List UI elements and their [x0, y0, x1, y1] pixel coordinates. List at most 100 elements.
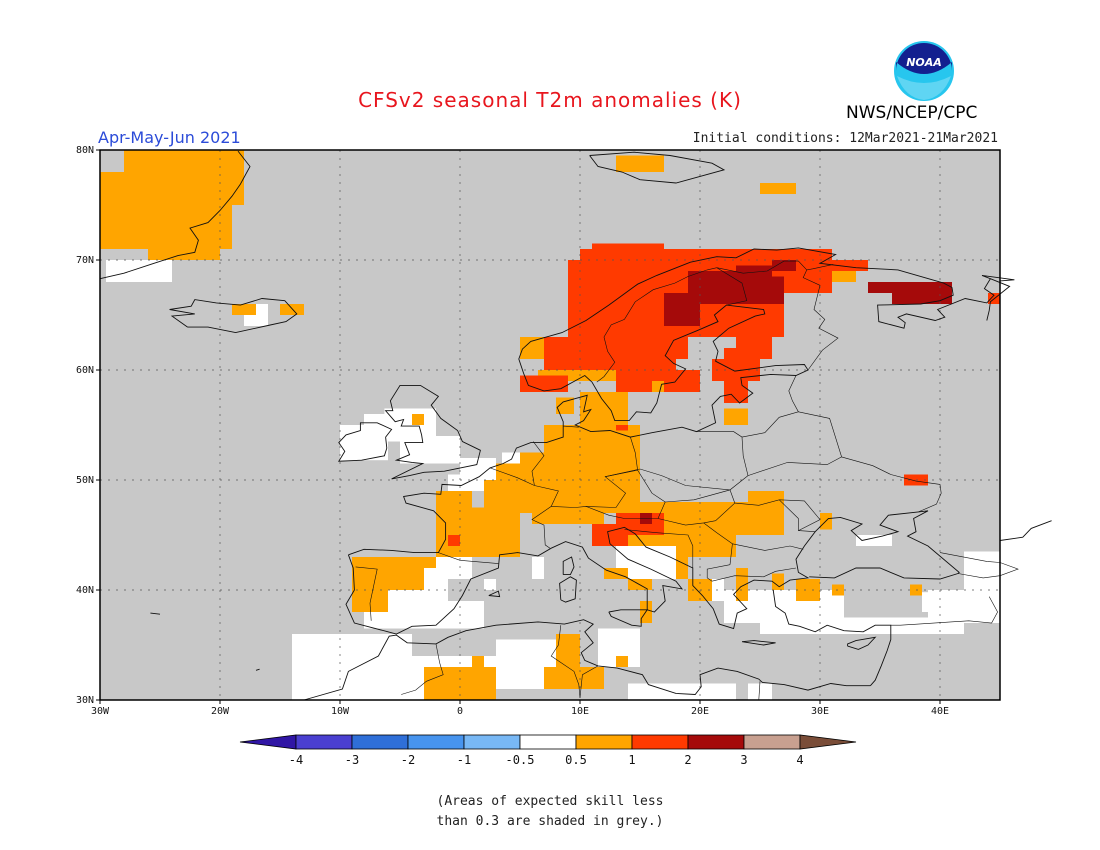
- map-frame: [99, 149, 1001, 701]
- anomaly-cell-white: [340, 425, 388, 461]
- anomaly-cell-orange: [748, 491, 784, 535]
- coastline-anatolia: [772, 589, 892, 686]
- y-tick-label: 60N: [76, 365, 94, 376]
- anomaly-cell-white: [364, 414, 394, 425]
- colorbar-high-arrow: [799, 734, 857, 750]
- country-border: [841, 456, 942, 513]
- colorbar-swatch: [575, 734, 633, 750]
- anomaly-cell-orange: [436, 491, 472, 535]
- anomaly-cell-orange: [544, 425, 640, 469]
- colorbar-swatch: [351, 734, 409, 750]
- anomaly-cell-red: [736, 331, 772, 359]
- coastline-iceland: [169, 298, 298, 334]
- anomaly-cell-red: [724, 348, 736, 370]
- colorbar-label: 1: [628, 753, 635, 767]
- coastline-sicily: [608, 609, 649, 627]
- anomaly-cell-white: [616, 546, 676, 568]
- country-border: [747, 411, 842, 476]
- anomaly-cell-orange: [616, 155, 664, 172]
- map-cells: [100, 150, 1000, 700]
- colorbar-label: -4: [289, 753, 303, 767]
- country-border: [802, 269, 839, 371]
- country-border: [779, 499, 821, 531]
- country-border: [716, 260, 834, 274]
- map-grid: [100, 150, 1000, 700]
- anomaly-cell-red: [616, 425, 628, 431]
- colorbar-swatch: [519, 734, 577, 750]
- coastline-caspian: [999, 520, 1052, 541]
- anomaly-cell-white: [448, 601, 484, 629]
- anomaly-cell-orange: [724, 408, 748, 425]
- colorbar-label: 3: [740, 753, 747, 767]
- y-tick-label: 50N: [76, 475, 94, 486]
- map-ticks: 30W 20W 10W 0 10E 20E 30E 40E 30N 40N 50N 60N 70N 80N: [76, 145, 949, 717]
- country-border: [531, 441, 545, 486]
- anomaly-cell-orange: [280, 304, 304, 315]
- country-border: [716, 267, 748, 306]
- colorbar-swatch: [687, 734, 745, 750]
- anomaly-cell-orange: [520, 337, 544, 359]
- anomaly-cell-white: [928, 590, 1000, 623]
- coastline-corsica: [562, 556, 575, 576]
- anomaly-cell-orange: [412, 557, 436, 568]
- anomaly-cell-orange: [124, 150, 244, 205]
- colorbar-low-arrow: [239, 734, 297, 750]
- x-tick-label: 20E: [691, 706, 709, 717]
- coastlines: [99, 150, 1052, 701]
- anomaly-cell-white: [460, 458, 496, 480]
- anomaly-cell-orange: [772, 573, 784, 590]
- y-tick-label: 30N: [76, 695, 94, 706]
- coastline-svalbard: [589, 151, 726, 184]
- colorbar: -4 -3 -2 -1 -0.5 0.5 1 2 3 4: [239, 734, 857, 767]
- colorbar-label: 2: [684, 753, 691, 767]
- x-tick-label: 10W: [331, 706, 350, 717]
- anomaly-cell-red: [616, 370, 652, 392]
- agency-label: NWS/NCEP/CPC: [846, 103, 978, 123]
- x-tick-label: 40E: [931, 706, 949, 717]
- noaa-logo-icon: NOAA: [894, 41, 954, 101]
- coastline-balearic: [488, 590, 501, 598]
- anomaly-cell-orange: [148, 227, 220, 260]
- country-border: [355, 566, 378, 621]
- coastline-cyprus: [847, 636, 877, 650]
- country-border: [551, 437, 638, 508]
- anomaly-cell-white: [628, 683, 736, 700]
- anomaly-cell-white: [748, 683, 772, 700]
- coastline-azores: [150, 612, 161, 615]
- x-tick-label: 30W: [91, 706, 110, 717]
- anomaly-cell-orange: [472, 507, 520, 557]
- x-tick-label: 30E: [811, 706, 829, 717]
- coastline-france-lowcountries: [348, 247, 1015, 556]
- anomaly-cell-orange: [616, 656, 628, 667]
- country-border: [939, 552, 1019, 579]
- country-border: [706, 564, 797, 582]
- colorbar-label: -2: [401, 753, 415, 767]
- logo-text: NOAA: [906, 56, 942, 69]
- anomaly-cell-white: [532, 557, 544, 579]
- coastline-russia-north: [986, 278, 1011, 321]
- colorbar-swatch: [743, 734, 801, 750]
- country-border: [550, 625, 581, 698]
- anomaly-cell-orange: [796, 579, 820, 601]
- country-border: [596, 267, 717, 383]
- colorbar-label: -1: [457, 753, 471, 767]
- coastline-britain: [384, 384, 481, 480]
- anomaly-cell-orange: [472, 656, 484, 667]
- anomaly-cell-orange: [760, 183, 796, 194]
- coastline-madeira: [255, 668, 260, 671]
- country-border: [438, 552, 499, 564]
- country-border: [605, 431, 749, 491]
- x-tick-label: 20W: [211, 706, 230, 717]
- country-border: [732, 543, 804, 551]
- anomaly-cell-orange: [556, 634, 580, 667]
- chart-title: CFSv2 seasonal T2m anomalies (K): [358, 88, 742, 112]
- coastline-greenland: [99, 150, 251, 280]
- anomaly-cell-orange: [232, 304, 256, 315]
- country-border: [734, 499, 816, 532]
- colorbar-swatch: [631, 734, 689, 750]
- anomaly-cell-red: [448, 535, 460, 546]
- anomaly-cell-orange: [676, 557, 688, 579]
- anomaly-cell-white: [922, 592, 934, 612]
- coastline-crete: [741, 640, 776, 646]
